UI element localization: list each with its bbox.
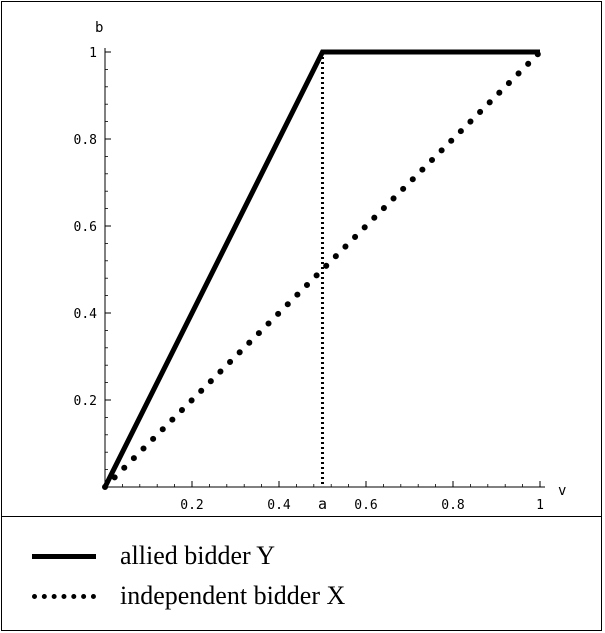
annotation-label-a: a: [318, 495, 327, 513]
axis-ticks: 0.2 0.4 0.6 0.8 1 0.2 0.4 0.6 0.8 1: [74, 46, 544, 513]
x-tick-label: 0.6: [354, 498, 377, 513]
series-line-allied: [102, 49, 540, 489]
legend-item-allied: allied bidder Y: [32, 538, 275, 574]
legend-item-independent: independent bidder X: [32, 578, 345, 614]
x-tick-label: 0.2: [180, 498, 203, 513]
y-tick-label: 0.4: [74, 307, 98, 322]
legend-label-independent: independent bidder X: [120, 581, 346, 610]
dotted-line-swatch-icon: [32, 593, 96, 599]
solid-line-swatch-icon: [32, 553, 96, 559]
y-axis-label: b: [95, 20, 103, 36]
legend-divider: [1, 516, 602, 517]
y-tick-label: 0.2: [74, 394, 97, 409]
chart-plot: 0.2 0.4 0.6 0.8 1 0.2 0.4 0.6 0.8 1 a v b: [74, 20, 567, 513]
x-tick-label: 0.4: [267, 498, 291, 513]
x-tick-label: 1: [536, 498, 544, 513]
axes: [104, 48, 545, 488]
y-tick-label: 1: [89, 46, 97, 61]
series-layer: a: [102, 49, 543, 513]
x-axis-label: v: [558, 483, 566, 499]
legend-label-allied: allied bidder Y: [120, 541, 275, 570]
x-tick-label: 0.8: [441, 498, 464, 513]
y-tick-label: 0.6: [74, 220, 97, 235]
y-tick-label: 0.8: [74, 133, 97, 148]
